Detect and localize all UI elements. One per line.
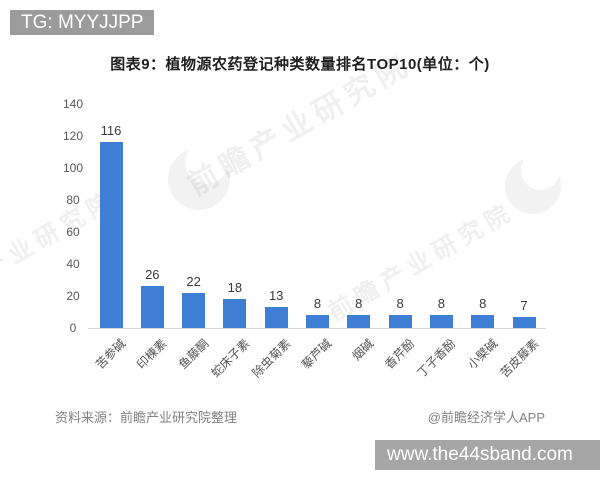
x-category-label: 鱼藤酮 [175,336,211,372]
bar [512,316,536,328]
x-category-label: 香芹酚 [382,336,418,372]
x-category-label: 小檗碱 [464,336,501,372]
y-tick-label: 40 [66,257,80,271]
x-category-label: 蛇床子素 [208,336,253,381]
x-category-label: 烟碱 [349,336,377,364]
bar [471,315,495,328]
x-category-label: 苦皮藤素 [497,336,542,381]
x-category-label: 除虫菊素 [249,336,294,381]
bar-value-label: 8 [355,296,363,312]
bar [99,142,123,328]
source-note: 资料来源：前瞻产业研究院整理 [55,410,238,425]
y-tick-label: 0 [69,321,77,335]
y-tick-label: 100 [62,161,84,175]
x-category-label: 藜芦碱 [299,336,335,372]
bar-value-label: 18 [227,280,243,296]
bar [182,292,206,328]
x-category-label: 苦参碱 [92,336,129,372]
y-tick-label: 20 [66,289,80,303]
y-tick-label: 80 [66,193,80,207]
x-category-label: 印楝素 [134,336,170,372]
bar-value-label: 8 [479,296,487,312]
bar-value-label: 8 [437,296,445,312]
bar-value-label: 116 [100,123,122,139]
bar [347,315,371,328]
bar-value-label: 22 [186,273,201,289]
y-tick-label: 120 [62,129,84,143]
chart-title: 图表9：植物源农药登记种类数量排名TOP10(单位：个) [110,56,490,73]
bar [223,299,247,328]
credit-note: @前瞻经济学人APP [427,410,545,425]
x-category-label: 丁子香酚 [414,336,459,381]
bar-value-label: 8 [396,296,404,312]
bar [264,307,288,328]
bar [388,315,412,328]
bar-value-label: 26 [145,267,160,283]
bar [140,286,164,328]
watermark-badge-bottom: www.the44sband.com [375,440,600,470]
bar [429,315,453,328]
bar-value-label: 13 [268,288,284,304]
y-tick-label: 60 [66,225,80,239]
y-tick-label: 140 [62,97,84,111]
bar-value-label: 8 [313,296,322,312]
x-axis-line [88,328,546,329]
bar [306,315,329,328]
bar-value-label: 7 [520,297,528,313]
watermark-badge-top: TG: MYYJJPP [10,10,155,35]
